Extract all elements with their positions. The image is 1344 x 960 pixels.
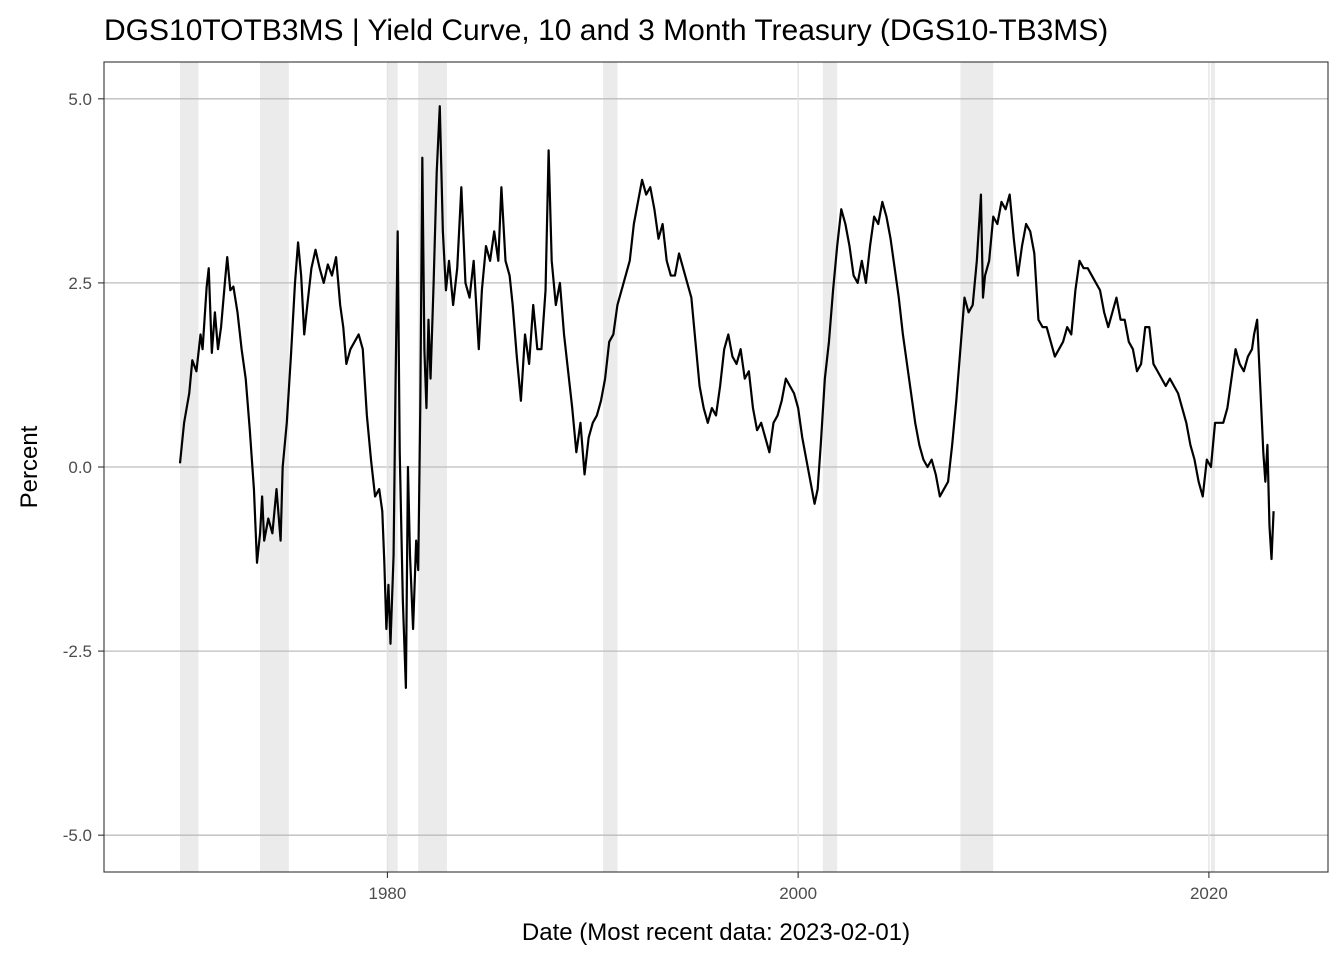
y-axis-title: Percent — [16, 425, 43, 508]
x-axis-title: Date (Most recent data: 2023-02-01) — [522, 919, 910, 946]
y-tick-label: -2.5 — [63, 642, 92, 661]
tick-labels: 5.0 2.5 0.0 -2.5 -5.0 1980 2000 2020 — [63, 90, 1228, 903]
y-tick-label: 2.5 — [68, 274, 92, 293]
grid-lines — [104, 62, 1328, 872]
axis-ticks — [98, 98, 1210, 878]
x-tick-label: 2000 — [779, 884, 817, 903]
series-line-0 — [178, 105, 1275, 690]
x-tick-label: 1980 — [368, 884, 406, 903]
y-tick-label: -5.0 — [63, 826, 92, 845]
x-tick-label: 2020 — [1190, 884, 1228, 903]
series-lines — [178, 105, 1275, 690]
y-tick-label: 5.0 — [68, 90, 92, 109]
y-tick-label: 0.0 — [68, 458, 92, 477]
chart-title: DGS10TOTB3MS | Yield Curve, 10 and 3 Mon… — [104, 14, 1108, 47]
